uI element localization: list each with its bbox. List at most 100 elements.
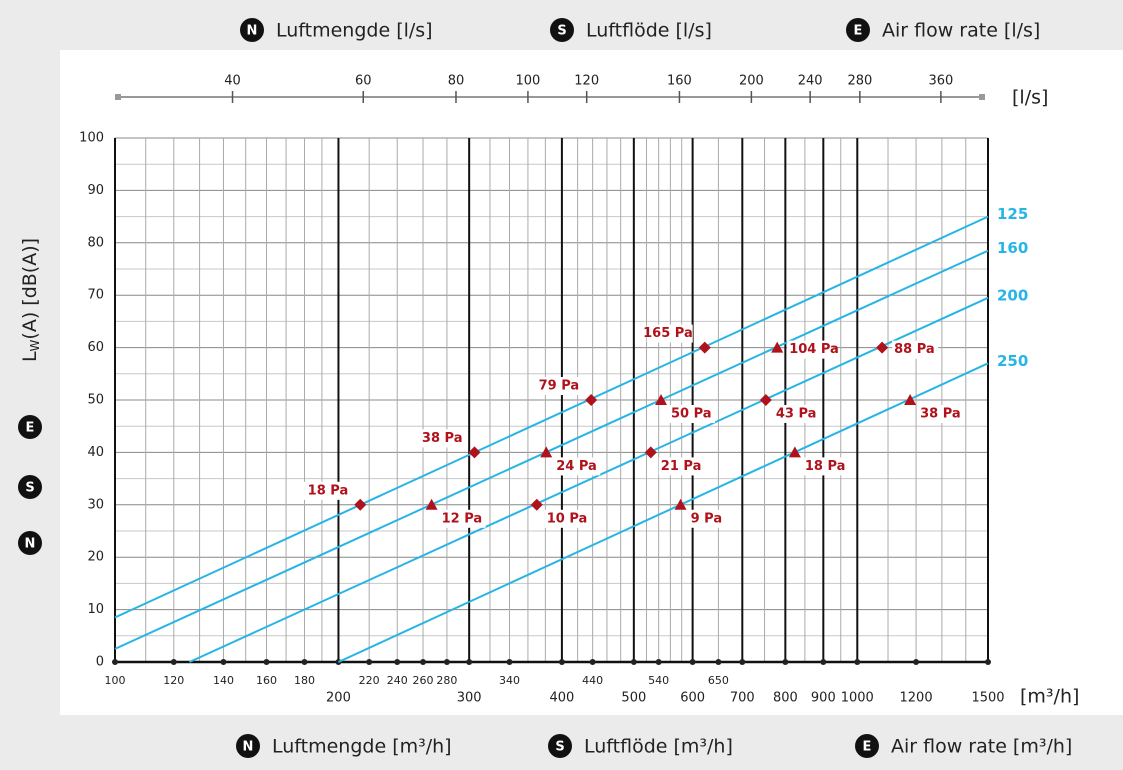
pressure-marker [698,341,711,354]
x-tick-dot [506,659,513,665]
label-bg [802,457,849,476]
pressure-marker [674,498,687,510]
x-tick-label: 220 [359,674,380,687]
pressure-marker [540,446,553,458]
x-tick-label: 140 [213,674,234,687]
label-bg [892,340,939,359]
badge-letter: E [854,24,863,39]
x-tick-label: 440 [582,674,603,687]
x-tick-label: 120 [163,674,184,687]
x-tick-dot [715,659,722,665]
y-tick-label: 80 [87,235,104,250]
x2-tick-label: 40 [224,74,241,89]
x-tick-dot [263,659,270,665]
axis-cap [979,94,985,100]
label-bg [773,405,820,423]
duct-line [114,215,989,619]
x-tick-dot [782,659,789,665]
x-tick-label: 240 [387,674,408,687]
pressure-label: 12 Pa [442,511,483,526]
duct-line [189,296,989,663]
x2-tick-label: 240 [798,74,823,89]
label-bg [416,429,463,448]
x-axis-label: [m³/h] [1020,686,1079,708]
x-tick-dot [112,659,118,665]
footer-text: Luftflöde [m³/h] [584,736,733,758]
x-tick-label: 300 [457,691,482,706]
y-tick-label: 50 [87,393,104,408]
line-label: 125 [997,205,1028,223]
label-bg [646,324,693,343]
badge-letter: E [26,421,35,436]
pressure-label: 38 Pa [920,407,961,422]
x2-axis-label: [l/s] [1012,87,1048,109]
pressure-marker [585,394,598,406]
y-tick-label: 60 [87,340,104,355]
footer-text: Air flow rate [m³/h] [891,736,1072,758]
pressure-label: 43 Pa [776,407,817,422]
duct-line [338,362,989,663]
label-bg [688,509,735,528]
x-tick-dot [220,659,227,665]
pressure-marker [788,446,801,458]
x-tick-dot [854,659,861,665]
badge-letter: E [863,740,872,755]
line-label: 250 [997,352,1028,370]
x2-tick-label: 200 [739,74,764,89]
header-text: Luftflöde [l/s] [586,20,712,42]
y-tick-label: 20 [87,550,104,565]
pressure-marker [425,498,438,510]
x-tick-label: 1000 [841,691,874,706]
x-tick-label: 340 [499,674,520,687]
y-tick-label: 90 [87,183,104,198]
x-tick-label: 160 [256,674,277,687]
badge-letter: S [25,481,34,496]
x2-tick-label: 280 [847,74,872,89]
x-tick-label: 180 [294,674,315,687]
x-tick-dot [170,659,177,665]
pressure-label: 9 Pa [691,511,723,526]
pressure-label: 21 Pa [661,459,702,474]
pressure-marker [468,446,481,459]
label-bg [544,509,591,528]
y-axis-label: LW(A) [dB(A)] [19,238,42,362]
y-tick-label: 70 [87,288,104,303]
x-tick-label: 800 [773,691,798,706]
badge [18,475,42,499]
badge [18,415,42,439]
pressure-label: 18 Pa [805,459,846,474]
pressure-label: 38 Pa [422,431,463,446]
y-label-sub: W [28,339,42,351]
x-tick-label: 100 [105,674,126,687]
pressure-label: 88 Pa [894,342,935,357]
badge-letter: N [25,537,36,552]
x-tick-dot [820,659,827,665]
duct-line [114,249,989,650]
header-text: Air flow rate [l/s] [882,20,1040,42]
pressure-marker [904,394,917,405]
y-tick-label: 0 [96,655,104,670]
y-tick-label: 10 [87,602,104,617]
x2-tick-label: 160 [667,74,692,89]
x-tick-dot [558,659,565,665]
x-tick-dot [630,659,637,665]
label-bg [554,457,601,476]
x-tick-dot [394,659,401,665]
badge [550,18,574,42]
x-tick-dot [443,659,450,665]
pressure-marker [354,498,367,511]
pressure-label: 18 Pa [308,483,349,498]
pressure-label: 24 Pa [556,459,597,474]
badge-letter: S [555,740,564,755]
badge [855,734,879,758]
badge [18,531,42,555]
x-tick-label: 500 [621,691,646,706]
y-label-rest: (A) [dB(A)] [19,238,41,340]
badge [236,734,260,758]
x-tick-label: 600 [680,691,705,706]
pressure-marker [644,446,657,459]
x-tick-dot [739,659,746,665]
header-text: Luftmengde [l/s] [276,20,433,42]
x-tick-dot [589,659,596,665]
